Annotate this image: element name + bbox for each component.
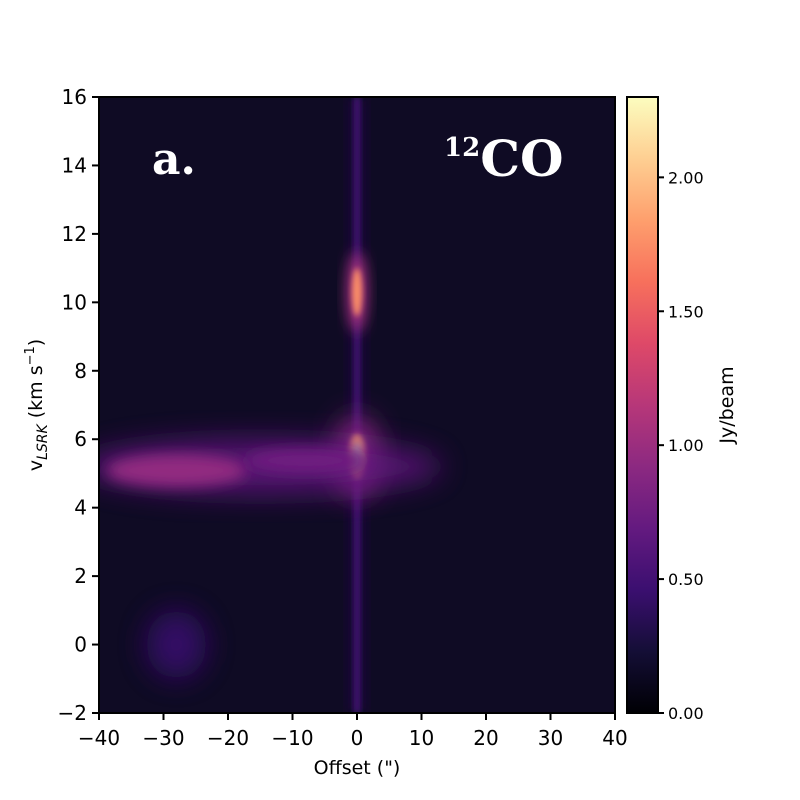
- molecule-name: CO: [480, 129, 563, 188]
- y-tick-label: 6: [74, 427, 87, 451]
- x-axis: −40 −30 −20 −10 0 10 20 30 40: [78, 713, 628, 750]
- x-tick-label: 10: [409, 726, 434, 750]
- colorbar-label: Jy/beam: [716, 366, 738, 444]
- y-tick-label: 2: [74, 564, 87, 588]
- y-tick-label: 16: [62, 85, 87, 109]
- y-tick-label: 12: [62, 222, 87, 246]
- emission-stripe: [354, 97, 360, 713]
- y-axis-label: vLSRK (km s−1): [23, 339, 51, 471]
- x-tick-label: 30: [538, 726, 563, 750]
- y-tick-label: 4: [74, 496, 87, 520]
- molecule-isotope: 12: [444, 133, 480, 163]
- y-label-unit-open: (km s: [25, 365, 47, 424]
- y-tick-label: −2: [58, 701, 87, 725]
- emission-peak-upper: [352, 268, 362, 317]
- emission-band-core: [106, 454, 247, 487]
- colorbar-tick-label: 2.00: [668, 168, 704, 187]
- x-tick-label: −30: [142, 726, 184, 750]
- panel-label: a.: [152, 134, 196, 185]
- y-label-sub: LSRK: [35, 423, 51, 460]
- emission-layer: [99, 97, 442, 713]
- y-axis: −2 0 2 4 6 8 10 12 14 16: [58, 85, 99, 725]
- x-tick-label: 0: [351, 726, 364, 750]
- colorbar-tick-label: 0.00: [668, 704, 704, 723]
- y-label-unit-close: ): [25, 339, 47, 346]
- x-tick-label: −10: [271, 726, 313, 750]
- y-tick-label: 14: [62, 153, 87, 177]
- emission-band-right: [245, 448, 366, 473]
- colorbar-axis: 0.00 0.50 1.00 1.50 2.00: [658, 168, 704, 723]
- colorbar-tick-label: 1.50: [668, 302, 704, 321]
- x-tick-label: −20: [207, 726, 249, 750]
- x-tick-label: −40: [78, 726, 120, 750]
- y-label-main: v: [25, 460, 47, 471]
- emission-lobe: [146, 610, 207, 679]
- y-tick-label: 8: [74, 359, 87, 383]
- y-tick-label: 0: [74, 633, 87, 657]
- colorbar-tick-label: 1.00: [668, 436, 704, 455]
- y-tick-label: 10: [62, 290, 87, 314]
- x-tick-label: 20: [473, 726, 498, 750]
- colorbar: [626, 96, 659, 714]
- x-axis-label: Offset ("): [314, 757, 401, 779]
- molecule-label: 12CO: [444, 129, 564, 188]
- y-label-unit-exp: −1: [23, 346, 38, 365]
- x-tick-label: 40: [602, 726, 627, 750]
- colorbar-tick-label: 0.50: [668, 570, 704, 589]
